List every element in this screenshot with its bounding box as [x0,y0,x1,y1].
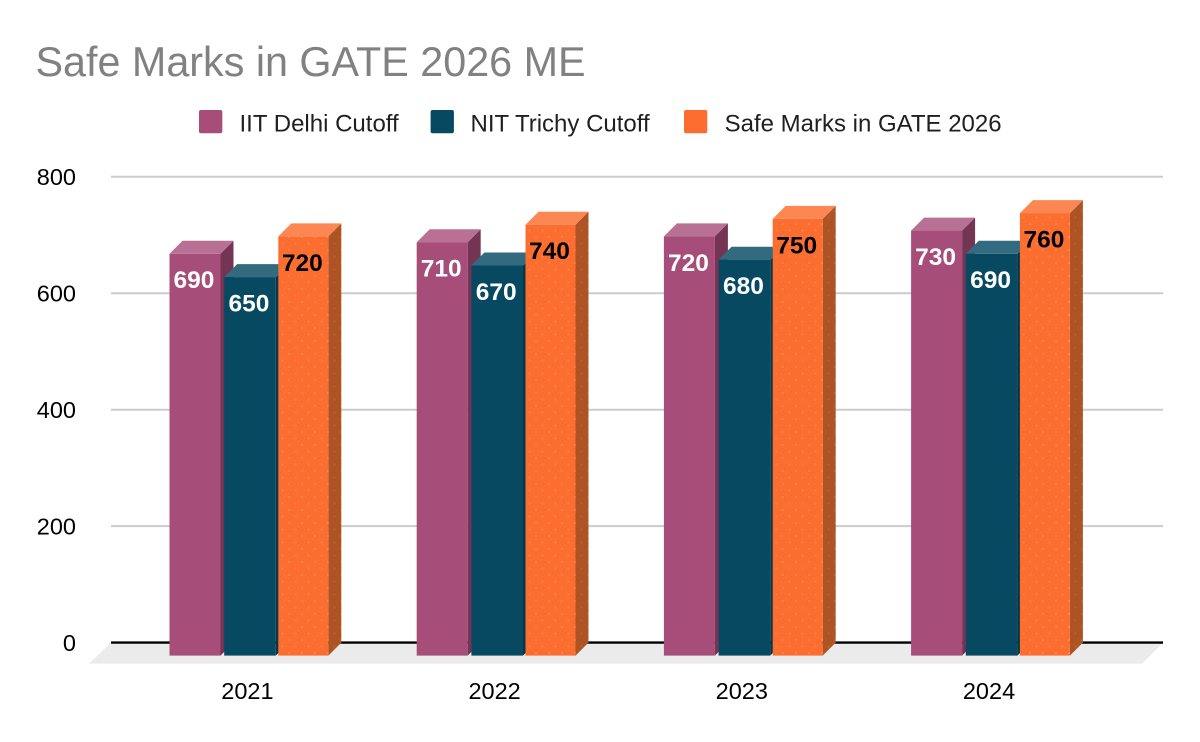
svg-text:690: 690 [970,267,1011,294]
svg-text:680: 680 [723,273,764,300]
svg-text:740: 740 [529,238,570,265]
svg-text:2024: 2024 [963,678,1015,704]
svg-text:400: 400 [37,397,76,423]
svg-text:760: 760 [1023,227,1064,254]
svg-text:690: 690 [174,267,215,294]
svg-text:NIT Trichy Cutoff: NIT Trichy Cutoff [471,111,651,138]
svg-text:200: 200 [37,513,76,539]
svg-text:650: 650 [229,291,270,318]
svg-text:2023: 2023 [716,678,768,704]
svg-text:2021: 2021 [221,678,273,704]
svg-text:Safe Marks in GATE 2026: Safe Marks in GATE 2026 [725,111,1002,138]
svg-text:750: 750 [776,232,817,259]
svg-text:730: 730 [915,244,956,271]
svg-text:720: 720 [668,250,709,277]
svg-text:2022: 2022 [468,678,520,704]
svg-text:600: 600 [37,281,76,307]
svg-text:0: 0 [63,630,76,656]
svg-text:IIT Delhi Cutoff: IIT Delhi Cutoff [240,111,400,138]
svg-text:Safe Marks in GATE 2026 ME: Safe Marks in GATE 2026 ME [36,39,586,85]
svg-text:800: 800 [37,164,76,190]
svg-text:720: 720 [282,250,323,277]
svg-text:670: 670 [476,279,517,306]
svg-text:710: 710 [421,256,462,283]
